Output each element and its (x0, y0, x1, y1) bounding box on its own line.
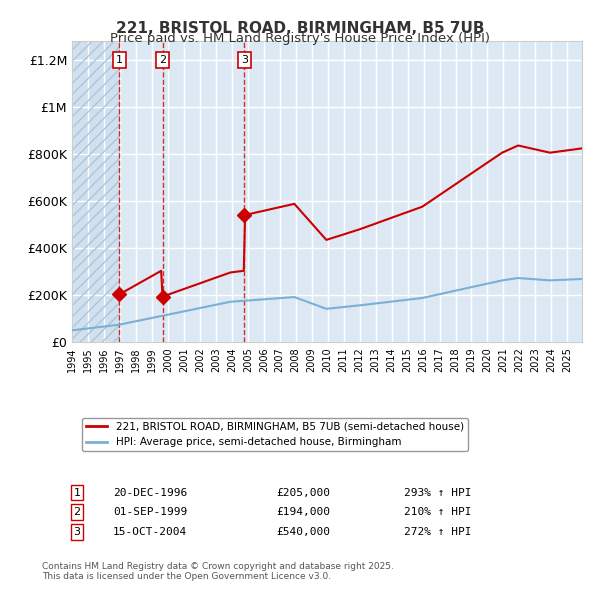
HPI: Average price, semi-detached house, Birmingham: (2.04e+04, 2.68e+05): Average price, semi-detached house, Birm… (576, 276, 583, 283)
Text: 210% ↑ HPI: 210% ↑ HPI (404, 507, 471, 517)
221, BRISTOL ROAD, BIRMINGHAM, B5 7UB (semi-detached house) (243, 211, 250, 218)
Text: 3: 3 (74, 527, 80, 537)
221, BRISTOL ROAD, BIRMINGHAM, B5 7UB (semi-detached house) (116, 290, 124, 297)
Text: 272% ↑ HPI: 272% ↑ HPI (404, 527, 471, 537)
Text: £205,000: £205,000 (276, 488, 330, 497)
Line: HPI: Average price, semi-detached house, Birmingham: HPI: Average price, semi-detached house,… (72, 278, 582, 330)
Bar (72, 41, 119, 342)
Text: 2: 2 (159, 55, 166, 65)
Text: Price paid vs. HM Land Registry's House Price Index (HPI): Price paid vs. HM Land Registry's House … (110, 32, 490, 45)
HPI: Average price, semi-detached house, Birmingham: (8.77e+03, 5.07e+04): Average price, semi-detached house, Birm… (68, 327, 76, 334)
Line: 221, BRISTOL ROAD, BIRMINGHAM, B5 7UB (semi-detached house): 221, BRISTOL ROAD, BIRMINGHAM, B5 7UB (s… (120, 146, 582, 297)
Text: Contains HM Land Registry data © Crown copyright and database right 2025.
This d: Contains HM Land Registry data © Crown c… (42, 562, 394, 581)
HPI: Average price, semi-detached house, Birmingham: (2.04e+04, 2.69e+05): Average price, semi-detached house, Birm… (578, 276, 586, 283)
HPI: Average price, semi-detached house, Birmingham: (9.16e+03, 5.93e+04): Average price, semi-detached house, Birm… (86, 324, 93, 332)
Text: 1: 1 (116, 55, 123, 65)
HPI: Average price, semi-detached house, Birmingham: (1.71e+04, 2e+05): Average price, semi-detached house, Birm… (432, 291, 439, 299)
Bar (72, 41, 119, 342)
221, BRISTOL ROAD, BIRMINGHAM, B5 7UB (semi-detached house) (514, 142, 521, 149)
221, BRISTOL ROAD, BIRMINGHAM, B5 7UB (semi-detached house) (159, 293, 166, 300)
221, BRISTOL ROAD, BIRMINGHAM, B5 7UB (semi-detached house) (284, 202, 291, 209)
Text: £194,000: £194,000 (276, 507, 330, 517)
Text: 1: 1 (74, 488, 80, 497)
Text: 20-DEC-1996: 20-DEC-1996 (113, 488, 187, 497)
Text: 2: 2 (74, 507, 80, 517)
221, BRISTOL ROAD, BIRMINGHAM, B5 7UB (semi-detached house) (429, 196, 436, 203)
Legend: 221, BRISTOL ROAD, BIRMINGHAM, B5 7UB (semi-detached house), HPI: Average price,: 221, BRISTOL ROAD, BIRMINGHAM, B5 7UB (s… (82, 418, 468, 451)
HPI: Average price, semi-detached house, Birmingham: (1.88e+04, 2.69e+05): Average price, semi-detached house, Birm… (508, 276, 515, 283)
HPI: Average price, semi-detached house, Birmingham: (1.9e+04, 2.73e+05): Average price, semi-detached house, Birm… (514, 274, 521, 281)
Text: 15-OCT-2004: 15-OCT-2004 (113, 527, 187, 537)
Text: £540,000: £540,000 (276, 527, 330, 537)
Text: 3: 3 (241, 55, 248, 65)
HPI: Average price, semi-detached house, Birmingham: (1.48e+04, 1.46e+05): Average price, semi-detached house, Birm… (331, 304, 338, 312)
Text: 01-SEP-1999: 01-SEP-1999 (113, 507, 187, 517)
HPI: Average price, semi-detached house, Birmingham: (9.53e+03, 6.73e+04): Average price, semi-detached house, Birm… (101, 323, 109, 330)
Text: 293% ↑ HPI: 293% ↑ HPI (404, 488, 471, 497)
Text: 221, BRISTOL ROAD, BIRMINGHAM, B5 7UB: 221, BRISTOL ROAD, BIRMINGHAM, B5 7UB (116, 21, 484, 35)
221, BRISTOL ROAD, BIRMINGHAM, B5 7UB (semi-detached house) (578, 145, 586, 152)
221, BRISTOL ROAD, BIRMINGHAM, B5 7UB (semi-detached house) (263, 206, 270, 214)
221, BRISTOL ROAD, BIRMINGHAM, B5 7UB (semi-detached house) (365, 222, 373, 230)
221, BRISTOL ROAD, BIRMINGHAM, B5 7UB (semi-detached house) (336, 232, 343, 239)
